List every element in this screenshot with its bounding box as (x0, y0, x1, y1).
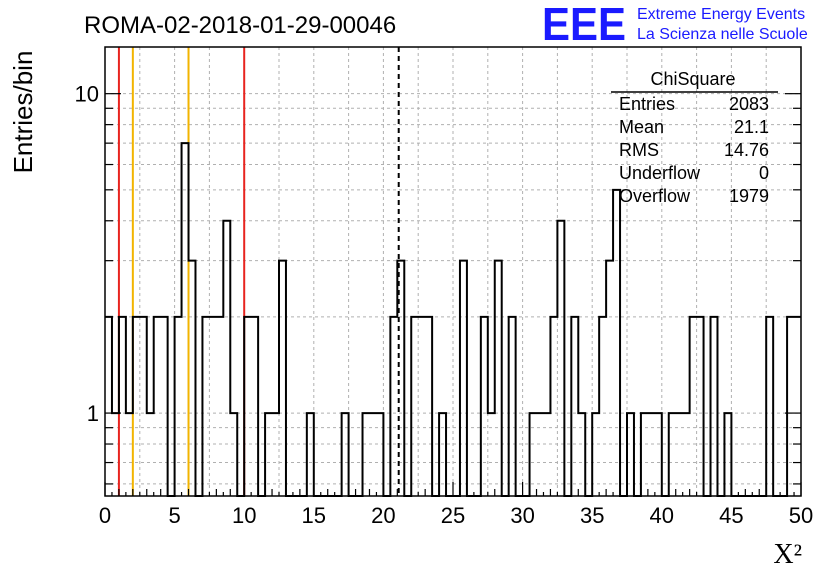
x-tick-label: 10 (232, 503, 256, 528)
stats-box-title: ChiSquare (650, 69, 735, 89)
stats-row-value: 2083 (729, 94, 769, 114)
eee-logo: EEE Extreme Energy Events La Scienza nel… (542, 0, 808, 50)
eee-logo-line-2: La Scienza nelle Scuole (637, 26, 808, 43)
stats-row-label: Underflow (619, 163, 701, 183)
x-tick-label: 40 (650, 503, 674, 528)
stats-row-value: 21.1 (734, 117, 769, 137)
x-tick-label: 30 (510, 503, 534, 528)
stats-row-label: Mean (619, 117, 664, 137)
stats-row-value: 14.76 (724, 140, 769, 160)
stats-row-label: Entries (619, 94, 675, 114)
x-tick-label: 0 (99, 503, 111, 528)
axis-ticks: 0 5 10 15 20 25 30 35 40 45 50 1 10 (75, 82, 814, 528)
grid-lines (105, 47, 801, 496)
stats-row-value: 1979 (729, 186, 769, 206)
stats-row-label: Overflow (619, 186, 691, 206)
stats-row-label: RMS (619, 140, 659, 160)
y-axis-label: Entries/bin (8, 51, 38, 174)
x-axis-label: X² (773, 539, 802, 570)
y-tick-label: 10 (75, 82, 99, 107)
stats-box: ChiSquare Entries 2083 Mean 21.1 RMS 14.76 Und… (611, 69, 778, 206)
x-tick-label: 25 (441, 503, 465, 528)
x-tick-label: 20 (371, 503, 395, 528)
x-tick-label: 15 (302, 503, 326, 528)
y-tick-label: 1 (87, 401, 99, 426)
x-tick-label: 45 (719, 503, 743, 528)
stats-row-value: 0 (759, 163, 769, 183)
x-tick-label: 5 (168, 503, 180, 528)
eee-logo-line-1: Extreme Energy Events (637, 6, 805, 23)
eee-logo-mark: EEE (542, 0, 626, 50)
x-tick-label: 50 (789, 503, 813, 528)
x-tick-label: 35 (580, 503, 604, 528)
run-title: ROMA-02-2018-01-29-00046 (84, 12, 396, 39)
